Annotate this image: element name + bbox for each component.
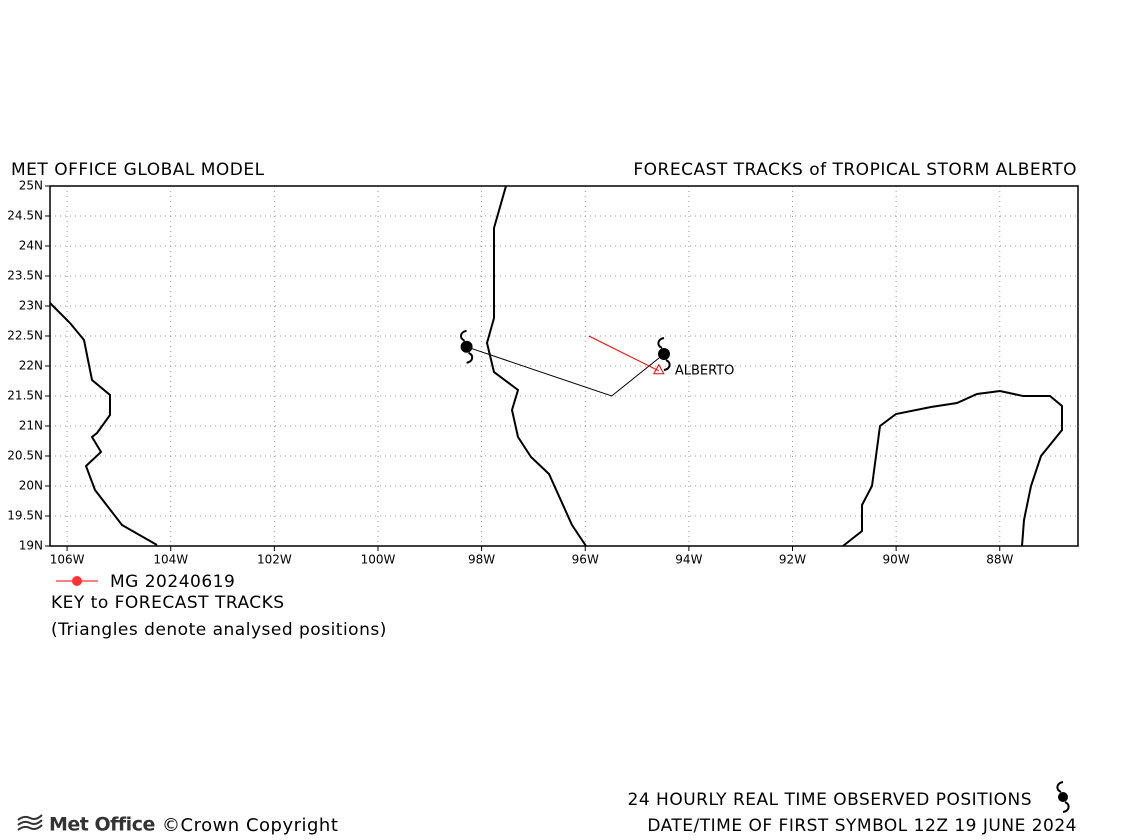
y-tick-label: 21.5N	[7, 389, 43, 403]
first-symbol: DATE/TIME OF FIRST SYMBOL 12Z 19 JUNE 20…	[647, 816, 1077, 836]
x-tick-label: 106W	[50, 553, 85, 567]
x-tick-label: 94W	[675, 553, 702, 567]
coastline	[49, 302, 158, 546]
map-frame	[49, 185, 1079, 547]
x-tick-label: 102W	[257, 553, 292, 567]
analysed-position	[652, 363, 665, 375]
cyclone-curl	[460, 329, 474, 364]
observed-position	[460, 340, 473, 353]
y-tick-label: 24.5N	[7, 209, 43, 223]
y-tick-label: 22N	[19, 359, 43, 373]
legend-dot	[72, 576, 82, 586]
tracks: ALBERTO	[460, 329, 735, 397]
x-tick-label: 96W	[572, 553, 599, 567]
y-tick-label: 25N	[19, 179, 43, 193]
y-tick-label: 19N	[19, 539, 43, 553]
y-tick-label: 21N	[19, 419, 43, 433]
grid	[50, 185, 1078, 547]
x-tick-label: 100W	[361, 553, 396, 567]
cyclone-curl	[657, 337, 671, 371]
x-tick-label: 98W	[468, 553, 495, 567]
copyright: ©Crown Copyright	[162, 815, 338, 836]
x-tick-label: 88W	[986, 553, 1013, 567]
cyclone-icon	[1056, 781, 1070, 813]
y-tick-label: 24N	[19, 239, 43, 253]
forecast-track	[588, 335, 660, 372]
storm-label: ALBERTO	[675, 363, 735, 378]
x-tick-label: 90W	[883, 553, 910, 567]
chart-title: MET OFFICE GLOBAL MODEL	[11, 160, 265, 180]
y-tick-label: 19.5N	[7, 509, 43, 523]
y-tick-label: 22.5N	[7, 329, 43, 343]
key-title: KEY to FORECAST TRACKS	[51, 593, 285, 613]
coastline	[485, 185, 587, 547]
observed-note: 24 HOURLY REAL TIME OBSERVED POSITIONS	[628, 790, 1032, 810]
x-tick-label: 92W	[779, 553, 806, 567]
y-tick-label: 23N	[19, 299, 43, 313]
y-tick-label: 20.5N	[7, 449, 43, 463]
chart-subtitle: FORECAST TRACKS of TROPICAL STORM ALBERT…	[633, 160, 1077, 180]
key-note: (Triangles denote analysed positions)	[51, 620, 387, 640]
y-tick-label: 23.5N	[7, 269, 43, 283]
x-tick-label: 104W	[153, 553, 188, 567]
y-tick-label: 20N	[19, 479, 43, 493]
coastline	[842, 389, 1063, 547]
brand: Met Office	[49, 814, 155, 836]
legend-label: MG 20240619	[110, 572, 235, 592]
logo-waves	[17, 814, 43, 831]
observed-track	[466, 346, 665, 397]
observed-position	[658, 348, 671, 360]
